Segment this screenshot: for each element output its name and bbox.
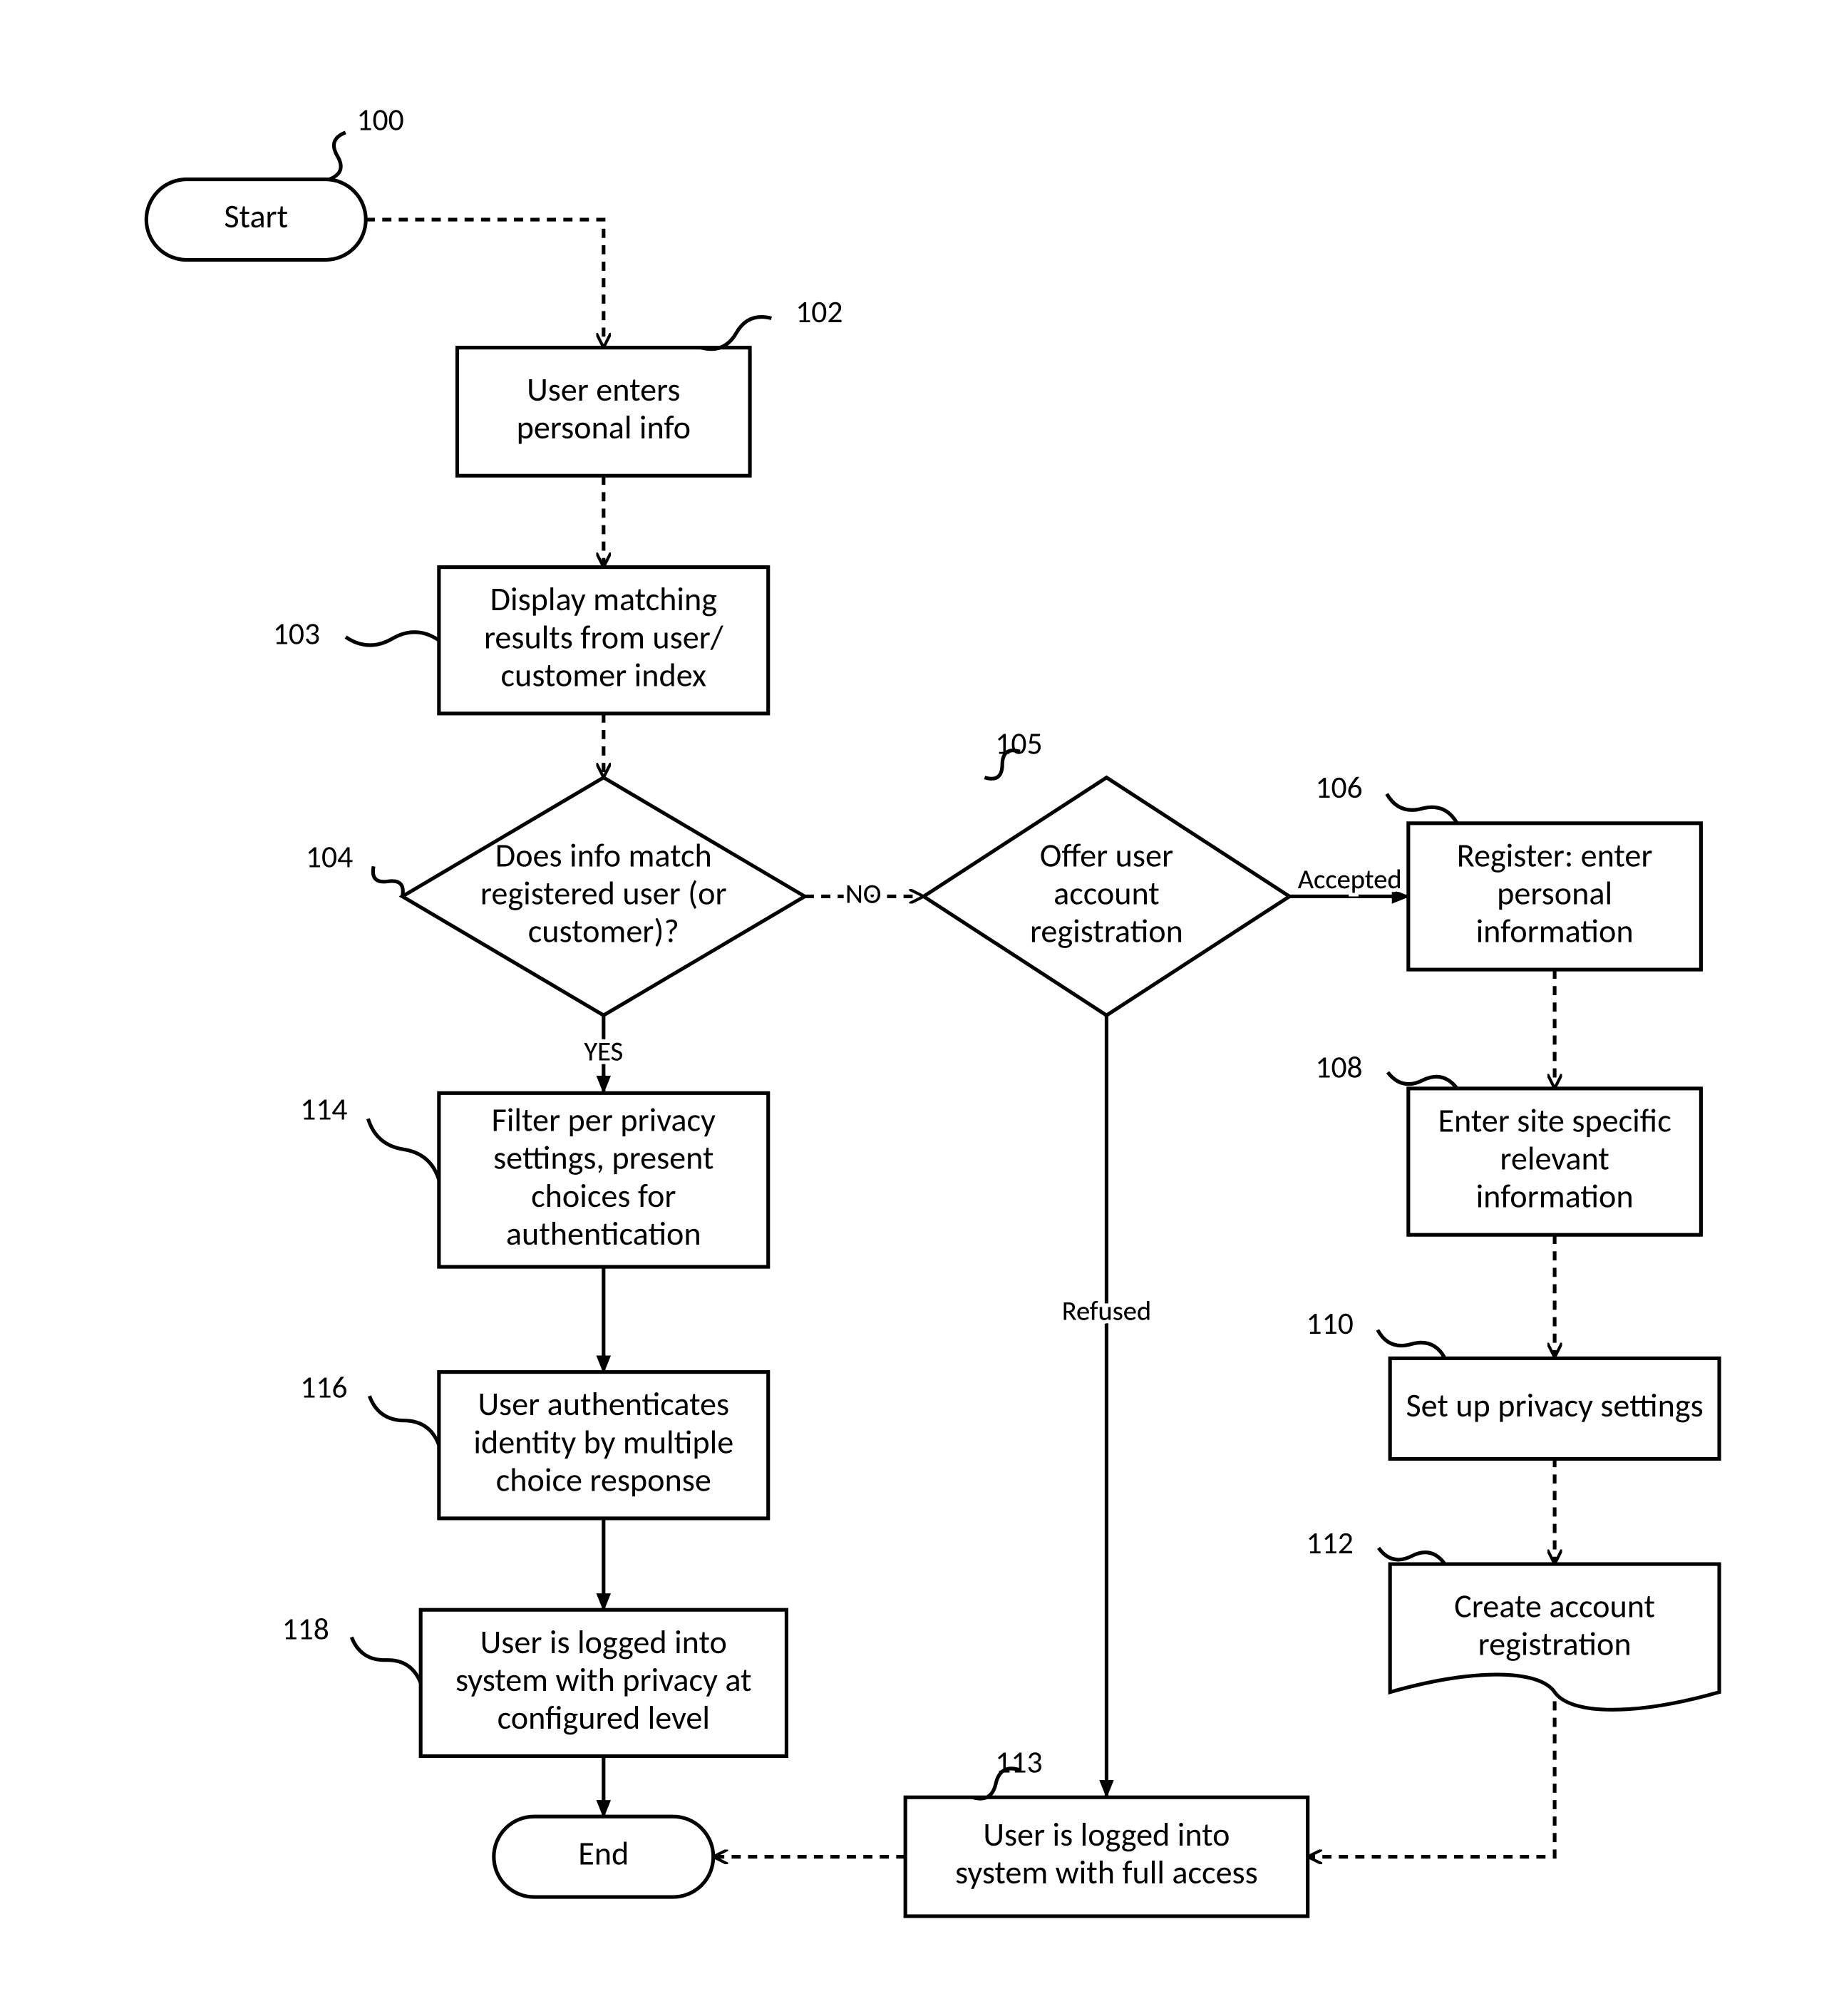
node-label: customer)?: [528, 912, 679, 952]
node-label: User is logged into: [480, 1622, 727, 1662]
ref-number: 102: [795, 292, 843, 331]
node-label: User is logged into: [983, 1815, 1230, 1855]
edge-label: Refused: [1062, 1295, 1151, 1328]
ref-number: 103: [273, 614, 320, 653]
edge-label: YES: [584, 1034, 623, 1068]
ref-number: 116: [300, 1368, 347, 1406]
ref-number: 106: [1315, 768, 1362, 806]
ref-leader-108: [1388, 1072, 1457, 1089]
ref-leader-110: [1378, 1330, 1445, 1359]
ref-number: 100: [356, 100, 403, 138]
node-label: personal: [1497, 874, 1612, 914]
ref-leader-100: [329, 133, 346, 180]
node-label: Register: enter: [1457, 835, 1653, 875]
flowchart-canvas: Start User enterspersonal info Display mat…: [0, 0, 1829, 2016]
node-label: authentication: [506, 1214, 701, 1254]
node-label: Offer user: [1040, 835, 1173, 875]
node-n103: Display matchingresults from user/custom…: [439, 567, 768, 714]
node-label: settings, present: [493, 1138, 713, 1178]
node-label: information: [1476, 1177, 1634, 1217]
node-n112: Create accountregistration: [1390, 1564, 1719, 1709]
node-label: account: [1053, 874, 1160, 914]
node-label: User enters: [527, 370, 680, 410]
node-n110: Set up privacy settings: [1390, 1358, 1719, 1459]
labels-layer: NONOAcceptedAcceptedYESYESRefusedRefused…: [273, 100, 1458, 1799]
ref-leader-116: [369, 1396, 438, 1445]
node-label: Does info match: [495, 835, 712, 875]
ref-number: 118: [282, 1609, 329, 1647]
node-n102: User enterspersonal info: [458, 348, 751, 476]
ref-leader-106: [1387, 794, 1458, 823]
ref-number: 110: [1307, 1304, 1354, 1342]
node-label: Display matching: [490, 580, 717, 619]
ref-leader-112: [1379, 1548, 1445, 1564]
node-label: results from user/: [484, 617, 724, 657]
edge-label: NO: [845, 878, 881, 911]
node-label: Set up privacy settings: [1406, 1386, 1703, 1426]
node-label: identity by multiple: [473, 1422, 733, 1462]
node-n105: Offer useraccountregistration: [924, 778, 1289, 1016]
edge-e1: [366, 220, 604, 348]
ref-leader-103: [346, 632, 439, 645]
node-label: choice response: [496, 1460, 711, 1500]
node-label: Start: [224, 197, 288, 237]
node-label: Filter per privacy: [492, 1101, 716, 1141]
edge-e9: [1308, 1702, 1555, 1857]
ref-leader-104: [373, 866, 403, 896]
ref-number: 113: [995, 1743, 1042, 1781]
node-label: User authenticates: [478, 1384, 729, 1424]
node-label: relevant: [1500, 1139, 1609, 1179]
node-label: registration: [1478, 1624, 1632, 1664]
ref-number: 112: [1307, 1523, 1354, 1562]
edge-label: Accepted: [1298, 863, 1402, 896]
node-label: personal info: [517, 408, 691, 448]
ref-number: 104: [306, 838, 353, 876]
ref-leader-114: [368, 1118, 438, 1180]
ref-number: 108: [1315, 1048, 1362, 1086]
node-label: End: [578, 1834, 629, 1874]
nodes-layer: Start User enterspersonal info Display mat…: [146, 180, 1719, 1916]
ref-number: 105: [995, 724, 1042, 762]
ref-number: 114: [300, 1090, 347, 1128]
node-n113: User is logged intosystem with full acce…: [905, 1797, 1308, 1916]
node-end: End: [494, 1816, 713, 1897]
node-n108: Enter site specificrelevantinformation: [1408, 1089, 1701, 1235]
node-label: registration: [1030, 912, 1183, 952]
ref-leader-118: [351, 1637, 421, 1683]
node-label: customer index: [501, 655, 706, 695]
node-start: Start: [146, 180, 366, 260]
node-n106: Register: enterpersonalinformation: [1408, 823, 1701, 970]
node-label: Create account: [1454, 1586, 1655, 1626]
node-label: information: [1476, 912, 1634, 952]
node-label: choices for: [531, 1176, 676, 1216]
node-label: configured level: [498, 1698, 710, 1738]
node-label: system with full access: [955, 1853, 1258, 1893]
node-n104: Does info matchregistered user (orcustom…: [403, 778, 805, 1016]
node-label: system with privacy at: [455, 1660, 752, 1700]
node-label: Enter site specific: [1438, 1101, 1671, 1141]
node-n118: User is logged intosystem with privacy a…: [421, 1610, 786, 1756]
node-n114: Filter per privacysettings, presentchoic…: [439, 1093, 768, 1267]
ref-leader-102: [701, 317, 772, 349]
node-n116: User authenticatesidentity by multiplech…: [439, 1372, 768, 1518]
node-label: registered user (or: [480, 874, 727, 914]
